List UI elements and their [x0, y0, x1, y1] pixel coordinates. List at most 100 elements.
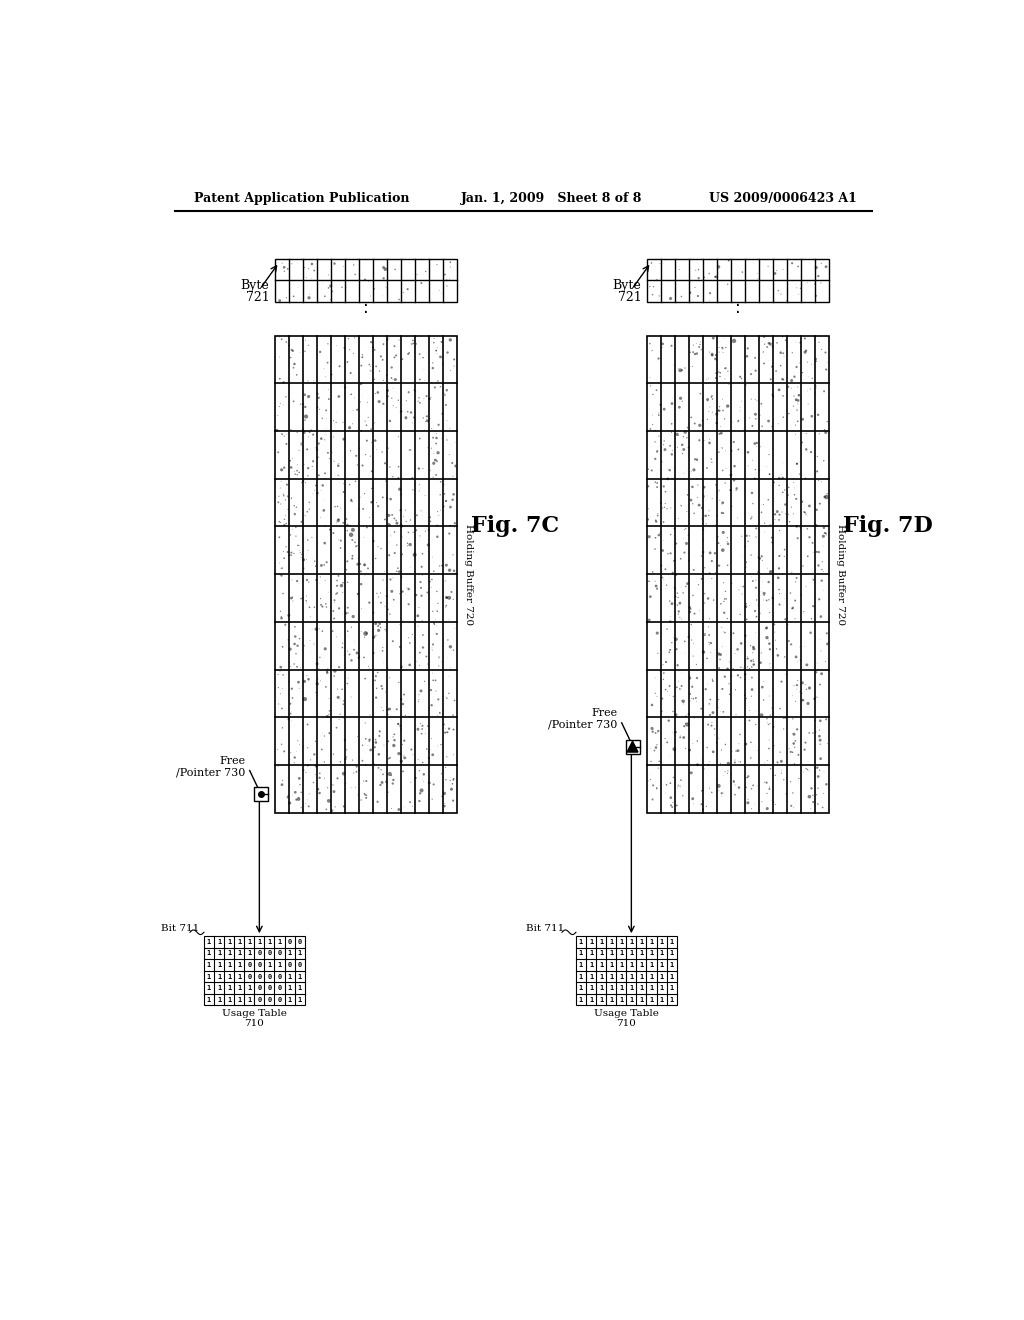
Point [402, 510, 419, 531]
Point [788, 719, 805, 741]
Point [815, 561, 831, 582]
Point [663, 543, 679, 564]
Point [373, 346, 389, 367]
Point [401, 632, 418, 653]
Point [691, 430, 708, 451]
Point [655, 529, 672, 550]
Point [299, 569, 315, 590]
Point [775, 708, 792, 729]
Point [713, 644, 729, 665]
Point [754, 677, 770, 698]
Point [769, 565, 785, 586]
Point [649, 643, 666, 664]
Point [798, 438, 814, 459]
Point [763, 561, 779, 582]
Point [708, 562, 724, 583]
Point [444, 490, 461, 511]
Point [701, 777, 718, 799]
Point [305, 372, 322, 393]
Point [711, 337, 727, 358]
Point [424, 694, 440, 715]
Point [429, 253, 445, 275]
Point [422, 459, 438, 480]
Point [652, 660, 669, 681]
Point [640, 570, 656, 591]
Point [379, 651, 395, 672]
Point [764, 335, 780, 356]
Point [804, 368, 820, 389]
Point [404, 624, 421, 645]
Point [733, 368, 750, 389]
Point [429, 615, 445, 636]
Point [644, 459, 660, 480]
Point [664, 393, 680, 414]
Point [691, 681, 708, 702]
Point [761, 543, 777, 564]
Point [772, 618, 788, 639]
Point [411, 689, 427, 710]
Point [687, 277, 703, 298]
Point [309, 747, 326, 768]
Point [807, 758, 823, 779]
Point [695, 642, 712, 663]
Point [339, 572, 355, 593]
Point [708, 363, 724, 384]
Point [407, 492, 423, 513]
Point [378, 681, 394, 702]
Point [373, 539, 389, 560]
Point [356, 783, 373, 804]
Point [426, 333, 442, 354]
Point [750, 546, 766, 568]
Point [716, 766, 732, 787]
Point [780, 376, 797, 397]
Point [309, 722, 326, 743]
Point [674, 391, 690, 412]
Point [809, 717, 825, 738]
Point [355, 771, 372, 792]
Point [649, 503, 666, 524]
Point [300, 529, 316, 550]
Point [346, 387, 362, 408]
Point [279, 474, 295, 495]
Point [291, 462, 307, 483]
Point [708, 348, 724, 370]
Text: 0: 0 [257, 974, 261, 979]
Point [780, 504, 797, 525]
Point [275, 256, 292, 277]
Point [640, 475, 656, 496]
Point [710, 606, 726, 627]
Point [286, 752, 302, 774]
Point [372, 360, 388, 381]
Point [641, 764, 657, 785]
Point [370, 661, 386, 682]
Text: Free: Free [592, 708, 617, 718]
Point [644, 334, 660, 355]
Point [441, 587, 458, 609]
Point [714, 503, 730, 524]
Point [803, 354, 819, 375]
Point [272, 494, 289, 515]
Point [310, 433, 327, 454]
Point [685, 645, 701, 667]
Point [301, 783, 317, 804]
Point [749, 433, 765, 454]
Point [805, 792, 821, 813]
Point [392, 636, 409, 657]
Point [429, 601, 445, 622]
Point [655, 434, 672, 455]
Point [803, 606, 819, 627]
Point [436, 383, 453, 404]
Point [705, 702, 721, 723]
Point [642, 276, 658, 297]
Point [682, 602, 698, 623]
Point [712, 396, 728, 417]
Point [296, 454, 312, 475]
Point [444, 453, 461, 474]
Point [319, 659, 336, 680]
Point [367, 383, 383, 404]
Point [287, 463, 303, 484]
Point [417, 470, 433, 491]
Point [795, 556, 811, 577]
Point [643, 341, 659, 362]
Point [668, 578, 684, 599]
